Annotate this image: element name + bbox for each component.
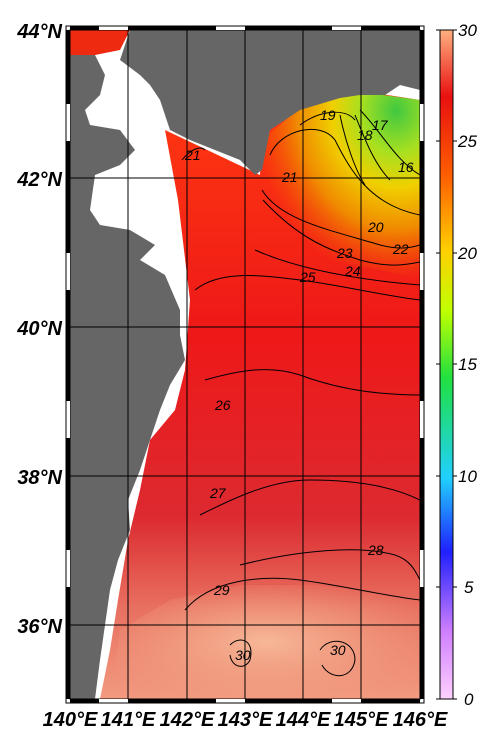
contour-label: 22 xyxy=(392,241,409,257)
contour-label: 26 xyxy=(214,397,231,413)
graticule xyxy=(70,30,420,699)
contour-label: 25 xyxy=(299,269,316,285)
lat-label: 38°N xyxy=(17,467,62,489)
colorbar-tick-label: 5 xyxy=(464,578,474,597)
colorbar-ticks xyxy=(436,29,457,700)
contour-label: 20 xyxy=(367,219,384,235)
contour-label: 21 xyxy=(184,147,201,163)
contour-label: 30 xyxy=(235,647,251,663)
lat-label: 42°N xyxy=(16,169,62,191)
colorbar-gradient xyxy=(439,29,454,700)
contour-label: 21 xyxy=(281,169,298,185)
colorbar-tick-label: 30 xyxy=(458,21,477,40)
northwest-sea-patch xyxy=(70,30,130,58)
lat-label: 40°N xyxy=(16,318,62,340)
lat-label: 44°N xyxy=(16,21,62,43)
colorbar-tick-label: 25 xyxy=(457,132,477,151)
colorbar-tick-label: 0 xyxy=(464,690,474,709)
map-frame xyxy=(65,25,425,704)
map-plot-area: 19 18 17 16 21 21 20 22 23 24 25 26 27 2… xyxy=(70,30,420,699)
lon-label: 141°E xyxy=(101,709,156,731)
lon-label: 145°E xyxy=(334,709,389,731)
lon-label: 143°E xyxy=(218,709,273,731)
contour-label: 29 xyxy=(213,582,230,598)
hokkaido-land xyxy=(120,30,420,175)
contour-label: 16 xyxy=(398,159,414,175)
contour-label: 28 xyxy=(367,542,384,558)
isotherm-lines xyxy=(181,109,420,677)
lon-label: 146°E xyxy=(393,709,448,731)
contour-label: 19 xyxy=(320,107,336,123)
lon-label: 144°E xyxy=(276,709,331,731)
contour-label: 18 xyxy=(357,127,373,143)
longitude-labels: 140°E 141°E 142°E 143°E 144°E 145°E 146°… xyxy=(43,709,448,731)
lon-label: 140°E xyxy=(43,709,98,731)
lat-label: 36°N xyxy=(17,616,62,638)
contour-label: 24 xyxy=(344,263,361,279)
contour-label: 17 xyxy=(372,117,389,133)
contour-label: 30 xyxy=(330,642,346,658)
colorbar-tick-label: 10 xyxy=(458,467,477,486)
contour-label: 23 xyxy=(336,245,353,261)
isotherm-labels: 19 18 17 16 21 21 20 22 23 24 25 26 27 2… xyxy=(184,107,414,663)
latitude-labels: 44°N 42°N 40°N 38°N 36°N xyxy=(16,21,62,638)
colorbar-tick-label: 20 xyxy=(457,244,477,263)
lon-label: 142°E xyxy=(160,709,215,731)
colorbar: 30 25 20 15 10 5 0 xyxy=(436,21,477,709)
colorbar-tick-label: 15 xyxy=(458,355,477,374)
contour-label: 27 xyxy=(209,485,227,501)
